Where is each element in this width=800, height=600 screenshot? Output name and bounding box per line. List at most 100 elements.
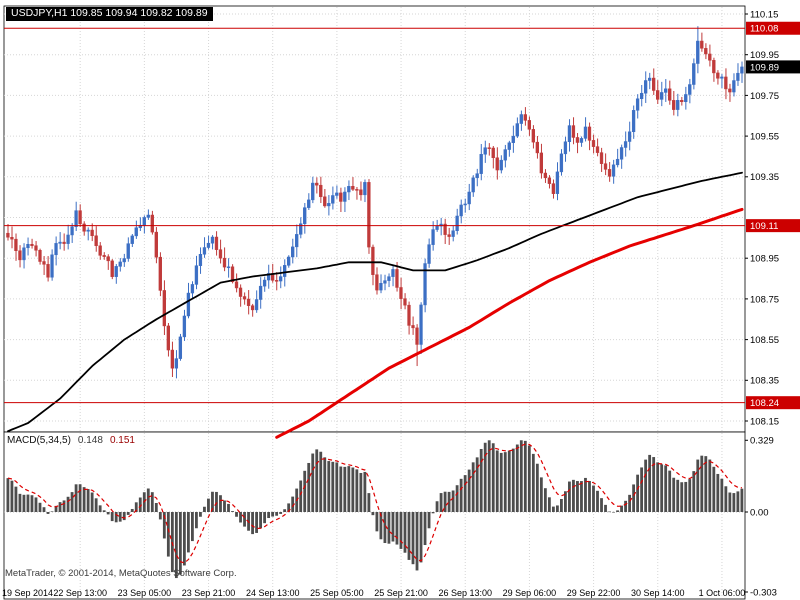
macd-bar bbox=[275, 512, 279, 516]
macd-bar bbox=[604, 504, 607, 512]
macd-bar bbox=[720, 478, 724, 512]
macd-bar bbox=[624, 500, 627, 512]
macd-bar bbox=[600, 498, 603, 512]
macd-bar bbox=[680, 482, 684, 512]
candle-body bbox=[371, 246, 375, 275]
macd-bar bbox=[403, 512, 407, 553]
candle-body bbox=[571, 125, 576, 138]
macd-bar bbox=[235, 512, 238, 517]
candle-body bbox=[736, 72, 740, 81]
macd-bar bbox=[724, 486, 728, 512]
macd-bar bbox=[231, 511, 234, 512]
candle-body bbox=[431, 229, 435, 245]
candle-body bbox=[110, 260, 114, 277]
candle-body bbox=[455, 215, 459, 231]
candle-body bbox=[26, 244, 30, 249]
macd-bar bbox=[399, 512, 403, 549]
candle-body bbox=[704, 48, 708, 55]
macd-tick-label: -0.303 bbox=[750, 587, 777, 598]
macd-bar bbox=[331, 461, 335, 512]
macd-bar bbox=[58, 502, 62, 512]
macd-bar bbox=[495, 450, 499, 512]
candle-body bbox=[708, 53, 712, 61]
macd-bar bbox=[588, 480, 591, 512]
macd-bar bbox=[555, 505, 559, 512]
macd-bar bbox=[515, 444, 519, 512]
macd-bar bbox=[158, 512, 162, 520]
macd-bar bbox=[439, 493, 443, 512]
macd-bar bbox=[688, 479, 692, 512]
candle-body bbox=[359, 189, 363, 196]
macd-bar bbox=[491, 443, 495, 512]
level-price-label: 110.08 bbox=[750, 24, 778, 35]
time-axis-label: 29 Sep 06:00 bbox=[503, 588, 557, 598]
candle-body bbox=[391, 269, 395, 277]
candle-body bbox=[214, 236, 219, 250]
price-tick-label: 110.15 bbox=[750, 9, 778, 20]
macd-bar bbox=[551, 506, 555, 512]
macd-bar bbox=[560, 498, 563, 512]
macd-bar bbox=[219, 495, 222, 512]
candle-body bbox=[86, 229, 90, 232]
candle-body bbox=[190, 284, 195, 294]
candle-body bbox=[339, 192, 343, 202]
macd-bar bbox=[154, 502, 158, 512]
candles-layer bbox=[6, 26, 744, 379]
macd-bar bbox=[612, 511, 615, 513]
candle-body bbox=[266, 273, 271, 281]
candle-body bbox=[14, 238, 18, 251]
candle-body bbox=[491, 147, 495, 158]
candle-body bbox=[407, 304, 411, 326]
macd-bar bbox=[383, 512, 387, 544]
candle-body bbox=[194, 265, 199, 285]
macd-bar bbox=[34, 497, 38, 512]
macd-bar bbox=[343, 466, 347, 512]
macd-bar bbox=[660, 464, 664, 512]
macd-bar bbox=[90, 492, 94, 512]
macd-bar bbox=[728, 492, 732, 512]
macd-bar bbox=[523, 440, 527, 512]
macd-bar bbox=[435, 501, 439, 512]
candle-body bbox=[547, 177, 552, 184]
macd-bar bbox=[359, 472, 363, 512]
candle-body bbox=[242, 296, 247, 300]
level-price-label: 109.11 bbox=[750, 221, 778, 232]
macd-bar bbox=[203, 506, 206, 512]
level-price-label: 108.24 bbox=[750, 398, 779, 409]
time-axis-label: 23 Sep 05:00 bbox=[118, 588, 172, 598]
macd-bar bbox=[50, 511, 54, 513]
macd-bar bbox=[640, 467, 644, 512]
candle-body bbox=[672, 100, 676, 110]
candle-body bbox=[311, 182, 315, 201]
macd-bar bbox=[443, 491, 447, 512]
ma-slow-red[interactable] bbox=[275, 207, 744, 439]
candle-body bbox=[656, 90, 660, 100]
macd-bar bbox=[263, 512, 267, 524]
candle-body bbox=[198, 254, 203, 266]
candle-body bbox=[607, 169, 612, 177]
time-axis-label: 30 Sep 14:00 bbox=[631, 588, 685, 598]
candle-body bbox=[435, 225, 439, 230]
ma-fast-black[interactable] bbox=[7, 171, 743, 433]
macd-histogram[interactable] bbox=[6, 440, 744, 579]
macd-signal-line[interactable] bbox=[7, 443, 743, 564]
time-axis-label: 1 Oct 06:00 bbox=[699, 588, 746, 598]
level-lines-layer[interactable] bbox=[4, 27, 745, 404]
candle-body bbox=[519, 114, 523, 124]
macd-bar bbox=[427, 512, 431, 529]
candle-body bbox=[399, 287, 403, 299]
candle-body bbox=[30, 244, 34, 246]
candle-body bbox=[54, 243, 58, 256]
candle-body bbox=[619, 147, 624, 160]
macd-bar bbox=[347, 466, 351, 512]
candle-body bbox=[728, 88, 732, 93]
candle-body bbox=[50, 254, 54, 278]
macd-bar bbox=[483, 442, 487, 512]
macd-bar bbox=[186, 512, 190, 553]
macd-bar bbox=[415, 512, 419, 571]
candle-body bbox=[134, 227, 138, 237]
macd-bar bbox=[487, 440, 491, 512]
macd-bar bbox=[271, 512, 275, 517]
macd-bar bbox=[114, 512, 118, 523]
